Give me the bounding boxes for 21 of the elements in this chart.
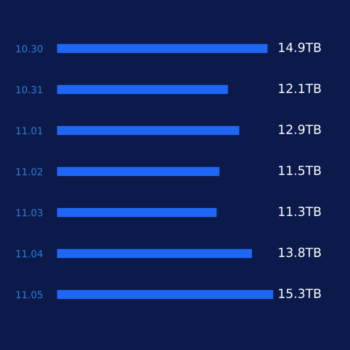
data-label: 11.5TB [278, 166, 321, 176]
y-tick-label: 10.31 [16, 86, 42, 94]
bar [57, 126, 240, 136]
y-tick-label: 11.04 [16, 250, 43, 258]
y-tick-label: 11.03 [16, 208, 42, 216]
bar [57, 290, 274, 300]
data-label: 11.3TB [278, 206, 321, 216]
bar [57, 166, 220, 176]
y-tick-label: 10.30 [16, 44, 43, 52]
bar [57, 248, 252, 258]
data-label: 12.9TB [278, 124, 321, 134]
data-label: 12.1TB [278, 84, 321, 93]
data-label: 15.3TB [278, 288, 321, 298]
bar [57, 84, 228, 94]
bar [57, 44, 268, 54]
bar [57, 208, 217, 218]
y-tick-label: 11.02 [16, 168, 42, 176]
y-tick-label: 11.01 [16, 126, 42, 134]
data-label: 13.8TB [278, 248, 321, 258]
data-label: 14.9TB [278, 42, 321, 52]
y-tick-label: 11.05 [16, 290, 42, 298]
